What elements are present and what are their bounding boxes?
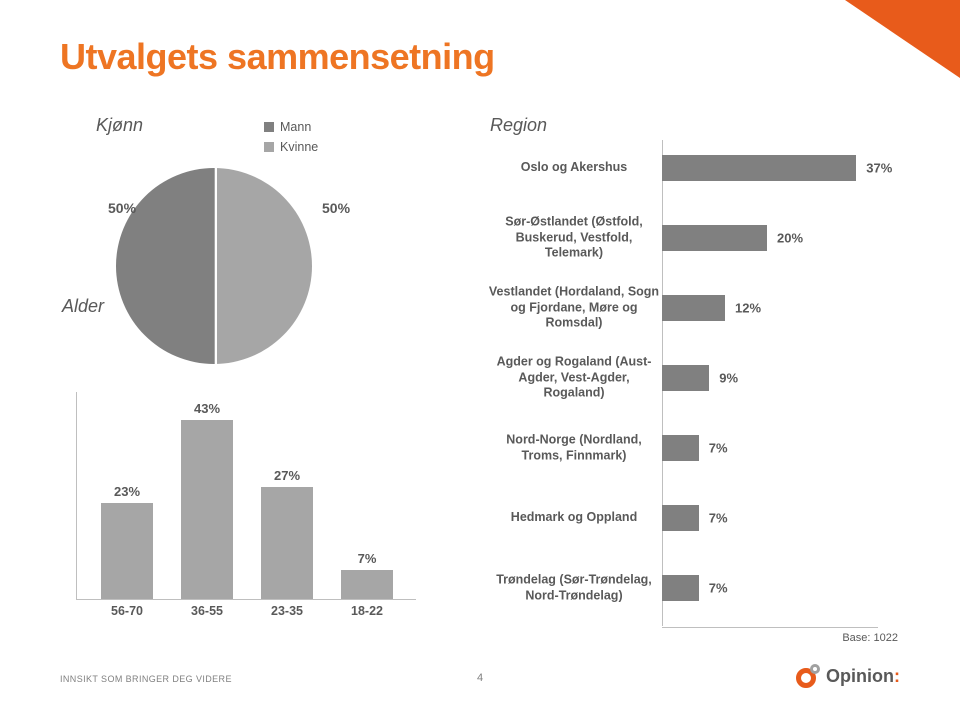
- bar: [662, 365, 709, 391]
- bar-label: Vestlandet (Hordaland, Sogn og Fjordane,…: [488, 285, 660, 332]
- legend-label: Kvinne: [280, 140, 318, 154]
- legend-swatch: [264, 142, 274, 152]
- logo-text: Opinion:: [826, 666, 900, 687]
- bar-value: 12%: [735, 301, 761, 316]
- bar: [662, 155, 856, 181]
- alder-bar-chart: 23% 56-70 43% 36-55 27% 23-35 7% 18-22: [76, 392, 416, 632]
- bar-category: 23-35: [261, 604, 313, 618]
- bar-label: Agder og Rogaland (Aust-Agder, Vest-Agde…: [488, 355, 660, 402]
- chart-row: Agder og Rogaland (Aust-Agder, Vest-Agde…: [488, 350, 908, 406]
- pie-legend: Mann Kvinne: [264, 120, 318, 160]
- bar-track: [662, 225, 872, 251]
- footer-tagline: INNSIKT SOM BRINGER DEG VIDERE: [60, 674, 232, 684]
- bar-track: [662, 435, 872, 461]
- bar-category: 36-55: [181, 604, 233, 618]
- base-text: Base: 1022: [842, 632, 898, 644]
- chart-row: Sør-Østlandet (Østfold, Buskerud, Vestfo…: [488, 210, 908, 266]
- bar-value: 23%: [101, 484, 153, 499]
- bar: [662, 575, 699, 601]
- bar-category: 18-22: [341, 604, 393, 618]
- bar-track: [662, 505, 872, 531]
- bar-value: 7%: [709, 441, 728, 456]
- bar: [662, 225, 767, 251]
- bar-track: [662, 575, 872, 601]
- chart-row: Hedmark og Oppland 7%: [488, 490, 908, 546]
- logo-colon: :: [894, 666, 900, 686]
- bar: [662, 295, 725, 321]
- chart-row: Nord-Norge (Nordland, Troms, Finnmark) 7%: [488, 420, 908, 476]
- plot-area: 23%56-7043%36-5527%23-357%18-22: [76, 392, 416, 600]
- axis-x: [662, 627, 878, 628]
- bar-category: 56-70: [101, 604, 153, 618]
- bar: [261, 487, 313, 599]
- section-label-region: Region: [490, 115, 547, 136]
- pie-chart: [116, 168, 316, 368]
- legend-item: Mann: [264, 120, 318, 134]
- brand-logo: Opinion:: [796, 664, 900, 688]
- pie-value-right: 50%: [322, 200, 350, 216]
- bar: [101, 503, 153, 599]
- logo-ring-small-icon: [810, 664, 820, 674]
- bar-value: 27%: [261, 468, 313, 483]
- bar-track: [662, 155, 872, 181]
- bar: [662, 505, 699, 531]
- section-label-alder: Alder: [62, 296, 104, 317]
- bar: [341, 570, 393, 599]
- legend-swatch: [264, 122, 274, 132]
- pie-body: [116, 168, 312, 364]
- bar-label: Hedmark og Oppland: [488, 510, 660, 526]
- legend-item: Kvinne: [264, 140, 318, 154]
- bar-track: [662, 295, 872, 321]
- bar-value: 7%: [709, 511, 728, 526]
- chart-row: Vestlandet (Hordaland, Sogn og Fjordane,…: [488, 280, 908, 336]
- logo-mark: [796, 664, 820, 688]
- bar-label: Nord-Norge (Nordland, Troms, Finnmark): [488, 432, 660, 463]
- bar-value: 37%: [866, 161, 892, 176]
- logo-word: Opinion: [826, 666, 894, 686]
- pie-split-line: [215, 168, 217, 368]
- region-bar-chart: Oslo og Akershus 37% Sør-Østlandet (Østfol…: [488, 140, 908, 640]
- page-number: 4: [477, 672, 483, 684]
- pie-value-left: 50%: [108, 200, 136, 216]
- corner-accent: [845, 0, 960, 78]
- bar-track: [662, 365, 872, 391]
- chart-row: Oslo og Akershus 37%: [488, 140, 908, 196]
- slide: Utvalgets sammensetning Kjønn Region Ald…: [0, 0, 960, 702]
- bar-value: 20%: [777, 231, 803, 246]
- section-label-kjonn: Kjønn: [96, 115, 143, 136]
- bar-value: 9%: [719, 371, 738, 386]
- bar: [181, 420, 233, 599]
- chart-row: Trøndelag (Sør-Trøndelag, Nord-Trøndelag…: [488, 560, 908, 616]
- page-title: Utvalgets sammensetning: [60, 36, 495, 78]
- bar: [662, 435, 699, 461]
- bar-label: Oslo og Akershus: [488, 160, 660, 176]
- bar-label: Sør-Østlandet (Østfold, Buskerud, Vestfo…: [488, 215, 660, 262]
- bar-value: 7%: [341, 551, 393, 566]
- bar-value: 7%: [709, 581, 728, 596]
- legend-label: Mann: [280, 120, 311, 134]
- bar-value: 43%: [181, 401, 233, 416]
- bar-label: Trøndelag (Sør-Trøndelag, Nord-Trøndelag…: [488, 572, 660, 603]
